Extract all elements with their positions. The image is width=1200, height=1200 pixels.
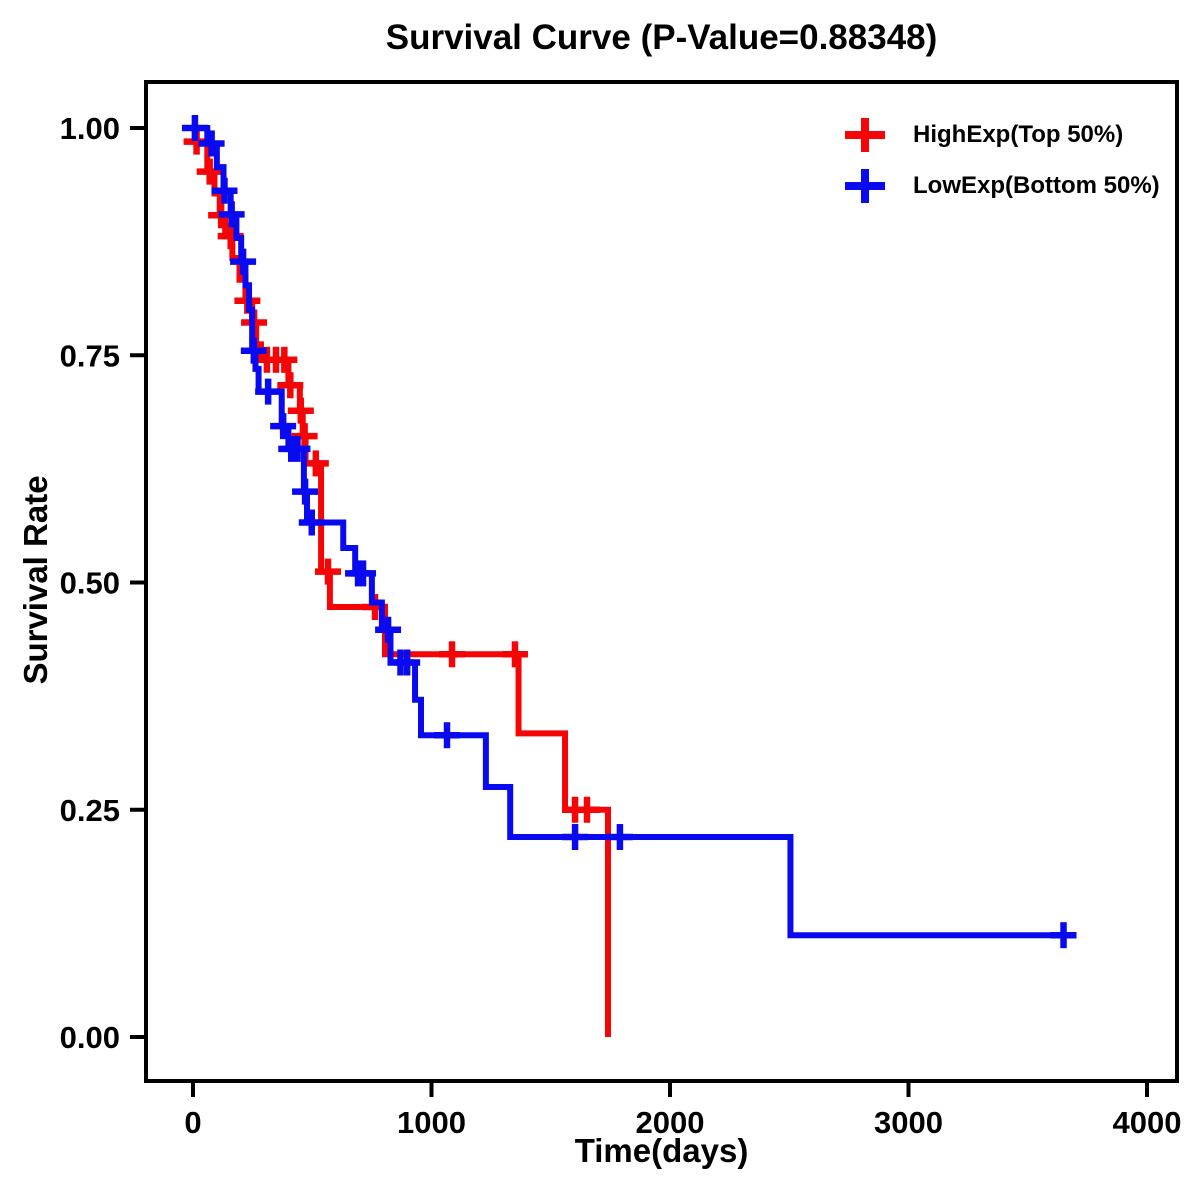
legend-item-lowexp: LowExp(Bottom 50%): [843, 167, 1160, 205]
y-tick-label: 0.00: [60, 1020, 120, 1055]
legend-item-highexp: HighExp(Top 50%): [843, 116, 1160, 154]
x-axis-title: Time(days): [574, 1132, 749, 1169]
y-tick-label: 1.00: [60, 111, 120, 146]
censor-plus-icon: [845, 118, 885, 152]
y-tick-label: 0.75: [60, 338, 120, 373]
survival-curve-lowexp: [193, 125, 1076, 939]
y-tick-label: 0.25: [60, 793, 120, 828]
censor-plus-icon: [845, 169, 885, 203]
y-tick-label: 0.50: [60, 566, 120, 601]
legend-label-highexp: HighExp(Top 50%): [913, 121, 1124, 148]
plot-border: [144, 80, 1179, 1083]
legend: HighExp(Top 50%) LowExp(Bottom 50%): [843, 116, 1160, 205]
chart-title: Survival Curve (P-Value=0.88348): [385, 18, 938, 57]
x-tick-label: 3000: [874, 1105, 943, 1140]
x-tick-label: 1000: [397, 1105, 466, 1140]
x-tick-label: 4000: [1113, 1105, 1182, 1140]
legend-label-lowexp: LowExp(Bottom 50%): [913, 172, 1160, 199]
x-tick-label: 2000: [636, 1105, 705, 1140]
x-tick-label: 0: [184, 1105, 201, 1140]
